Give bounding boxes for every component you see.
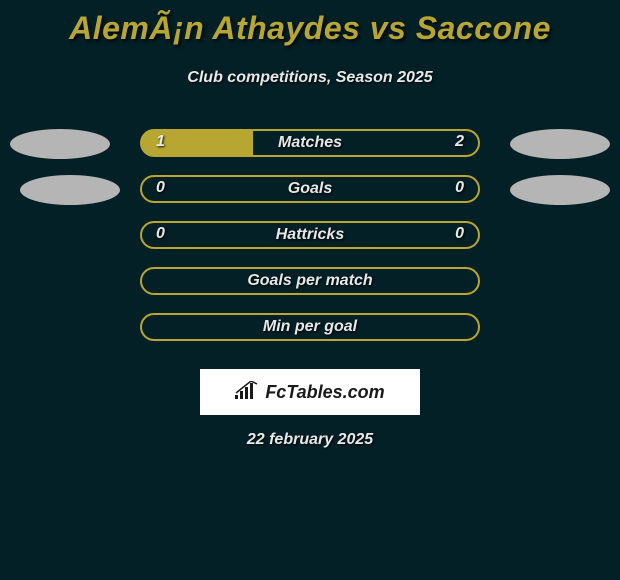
logo-box[interactable]: FcTables.com bbox=[200, 369, 420, 415]
stat-bar: Hattricks bbox=[140, 221, 480, 249]
stat-row-hattricks: Hattricks 0 0 bbox=[0, 221, 620, 267]
stat-value-right: 0 bbox=[455, 225, 464, 243]
stat-label: Min per goal bbox=[263, 318, 357, 336]
stat-row-goals-per-match: Goals per match bbox=[0, 267, 620, 313]
stats-container: Matches 1 2 Goals 0 0 Hattricks 0 0 Goal… bbox=[0, 129, 620, 359]
stat-value-right: 0 bbox=[455, 179, 464, 197]
chart-icon bbox=[235, 381, 259, 404]
stat-label: Goals per match bbox=[247, 272, 372, 290]
logo-text: FcTables.com bbox=[265, 382, 384, 403]
stat-row-goals: Goals 0 0 bbox=[0, 175, 620, 221]
stat-row-min-per-goal: Min per goal bbox=[0, 313, 620, 359]
stat-label: Matches bbox=[278, 134, 342, 152]
stat-bar: Min per goal bbox=[140, 313, 480, 341]
stat-label: Goals bbox=[288, 180, 332, 198]
stat-row-matches: Matches 1 2 bbox=[0, 129, 620, 175]
page-title: AlemÃ¡n Athaydes vs Saccone bbox=[0, 0, 620, 47]
stat-bar: Goals bbox=[140, 175, 480, 203]
stat-bar: Matches bbox=[140, 129, 480, 157]
stat-bar: Goals per match bbox=[140, 267, 480, 295]
stat-value-right: 2 bbox=[455, 133, 464, 151]
stat-value-left: 1 bbox=[156, 133, 165, 151]
page-subtitle: Club competitions, Season 2025 bbox=[0, 69, 620, 87]
stat-value-left: 0 bbox=[156, 225, 165, 243]
stat-value-left: 0 bbox=[156, 179, 165, 197]
stat-label: Hattricks bbox=[276, 226, 344, 244]
date-text: 22 february 2025 bbox=[0, 431, 620, 449]
